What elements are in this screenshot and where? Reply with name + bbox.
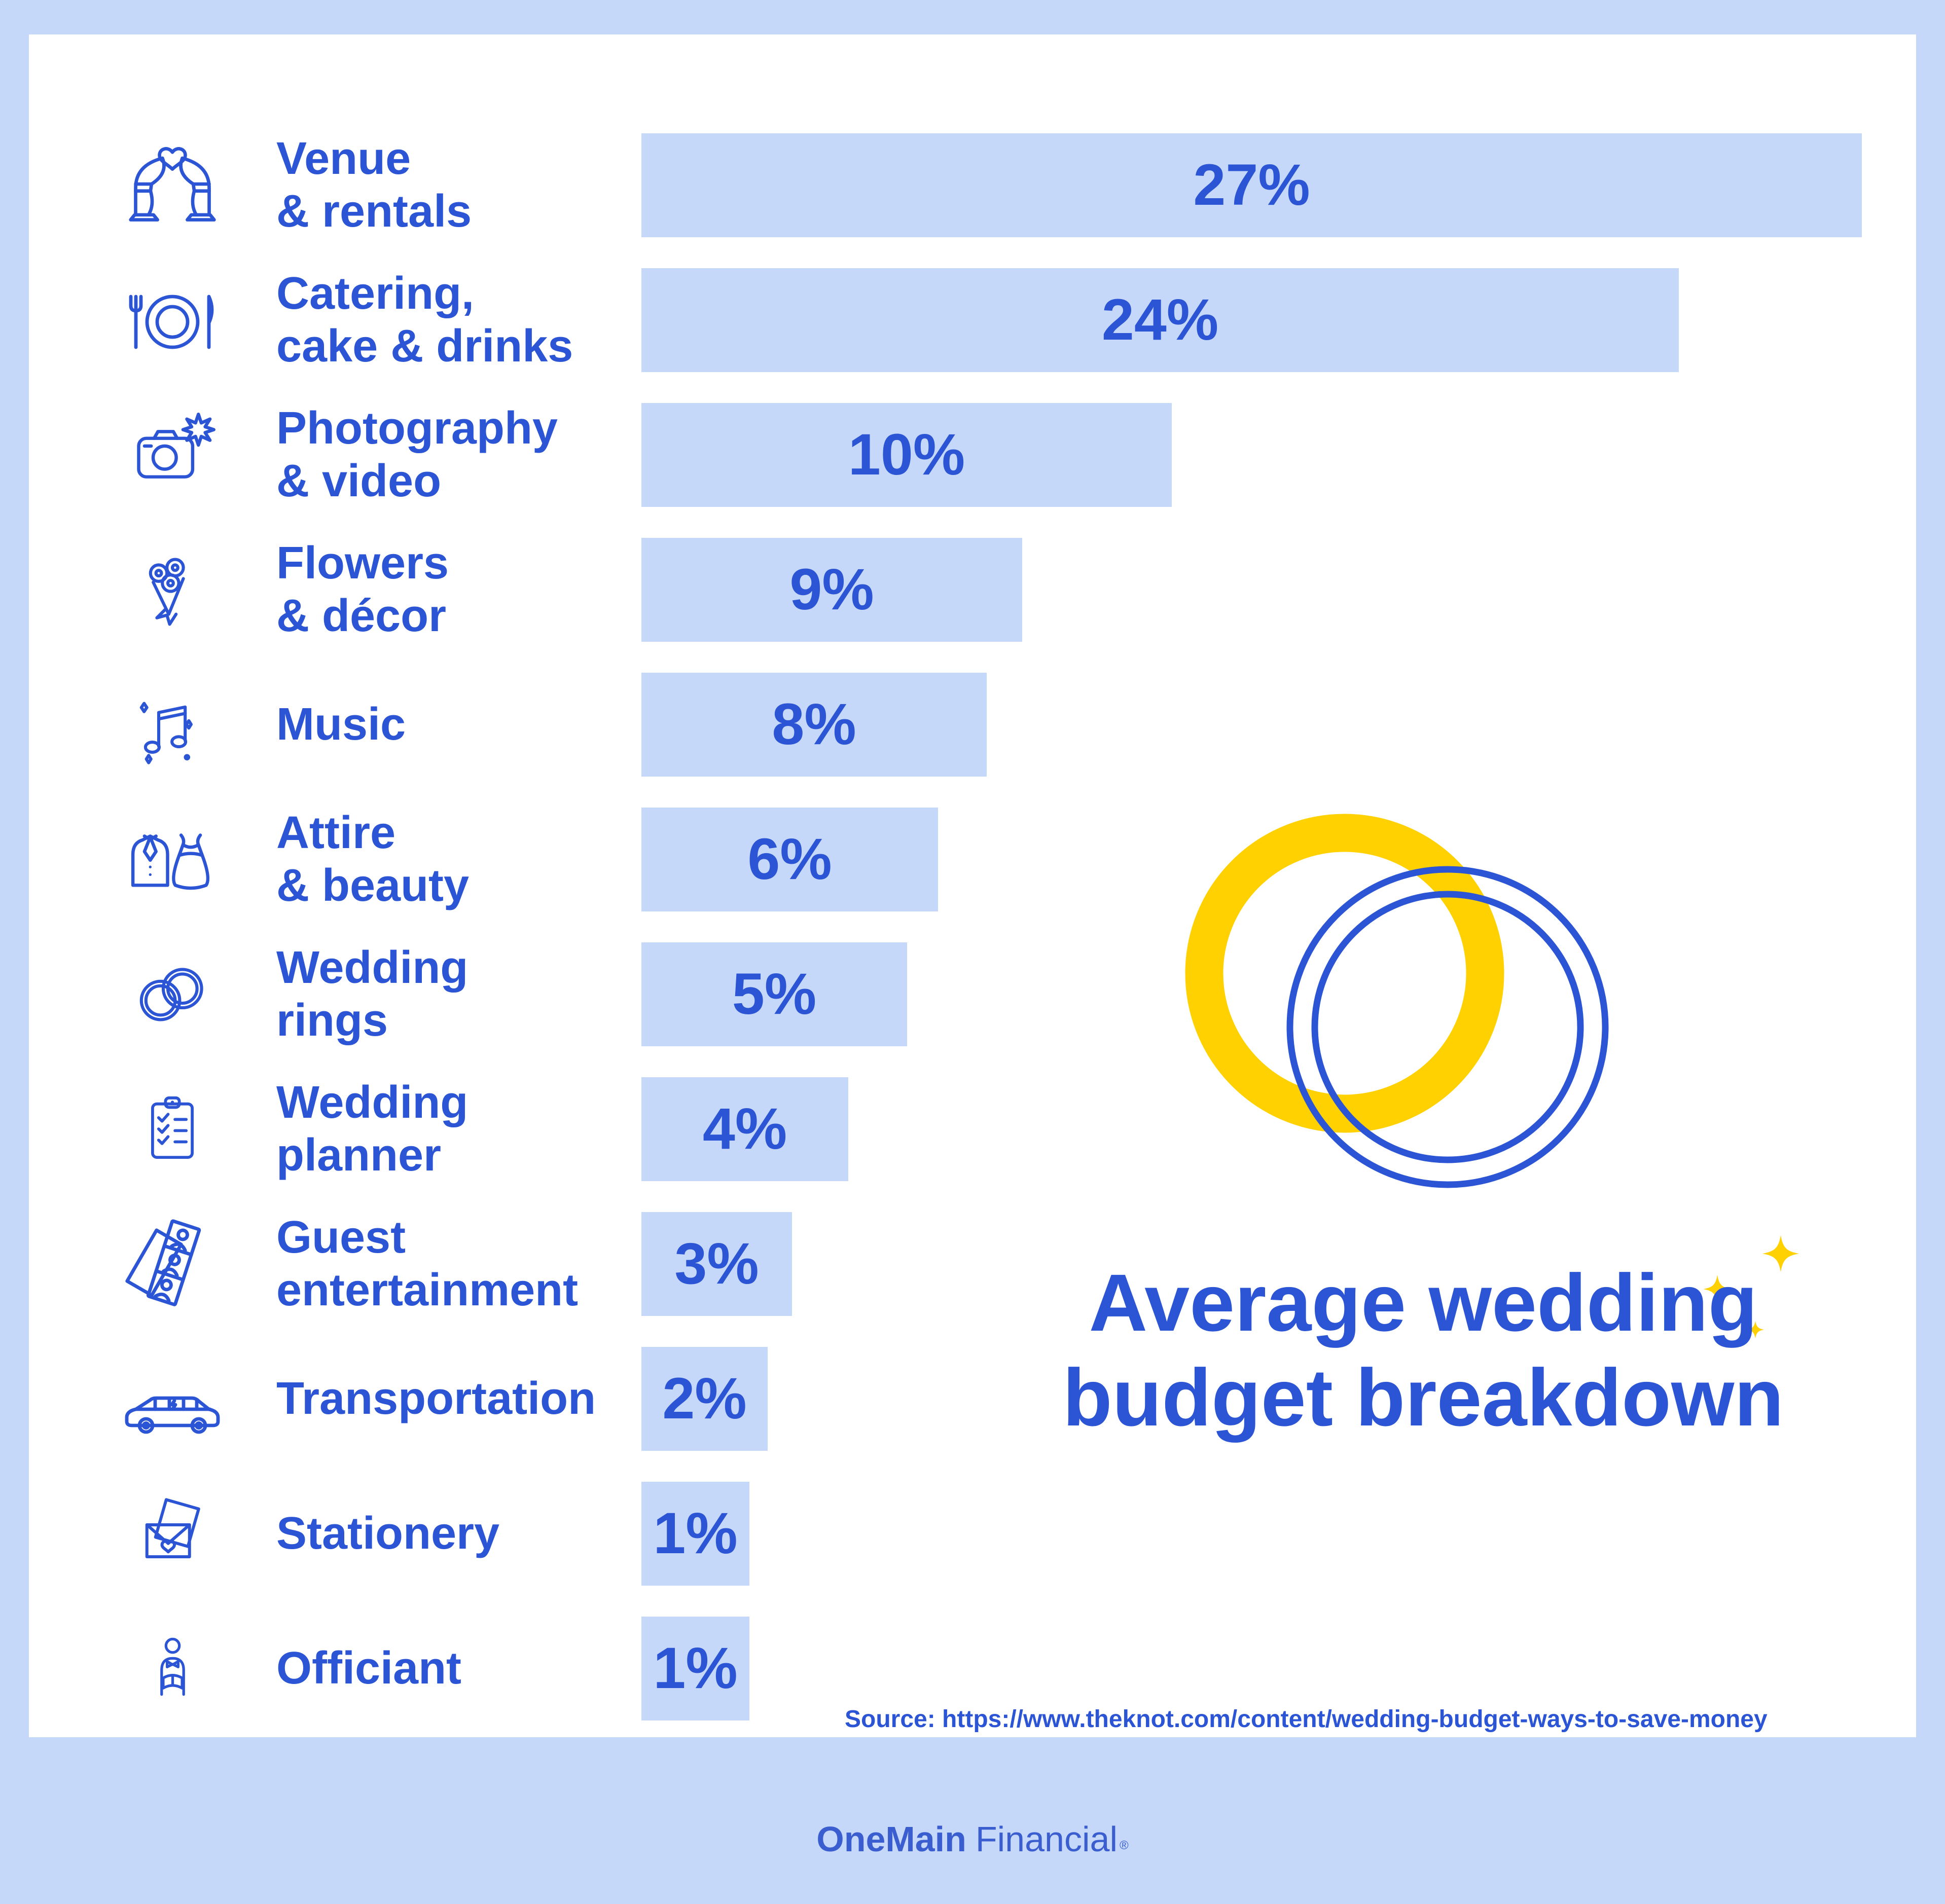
category-label: Stationery <box>276 1507 639 1560</box>
title-line2: budget breakdown <box>1062 1352 1784 1443</box>
label-line1: Transportation <box>276 1373 596 1424</box>
category-label: Music <box>276 698 639 751</box>
category-label: Wedding planner <box>276 1076 639 1182</box>
sparkles-icon <box>1703 1235 1799 1339</box>
wedding-rings-illustration <box>1185 814 1609 1188</box>
label-line1: Music <box>276 699 406 750</box>
rings-icon <box>139 968 203 1021</box>
bar-value: 4% <box>702 1096 787 1161</box>
bar-value: 24% <box>1101 287 1219 352</box>
label-line1: Wedding <box>276 942 469 993</box>
bar: 5% <box>641 942 907 1046</box>
label-line1: Officiant <box>276 1642 462 1694</box>
category-label: Guest entertainment <box>276 1211 639 1317</box>
attire-icon <box>131 833 210 890</box>
row-transportation: Transportation 2% <box>29 1331 1916 1466</box>
bar: 10% <box>641 402 1172 507</box>
bar-value: 3% <box>674 1231 759 1296</box>
page-title: Average wedding budget breakdown <box>916 1255 1930 1445</box>
bar: 24% <box>641 268 1679 372</box>
music-note-icon <box>139 702 193 764</box>
bar-value: 8% <box>772 692 856 757</box>
officiant-icon <box>160 1637 185 1696</box>
bar-value: 10% <box>848 422 965 487</box>
love-letter-icon <box>145 1497 200 1558</box>
bar: 2% <box>641 1346 768 1451</box>
category-label: Transportation <box>276 1372 639 1425</box>
source-attribution: Source: https://www.theknot.com/content/… <box>845 1706 1768 1733</box>
label-line1: Photography <box>276 402 558 454</box>
label-line2: entertainment <box>276 1265 579 1315</box>
bar: 1% <box>641 1616 749 1720</box>
category-label: Attire & beauty <box>276 807 639 912</box>
clipboard-icon <box>151 1096 194 1159</box>
bar-value: 9% <box>789 557 874 622</box>
label-line1: Guest <box>276 1212 406 1263</box>
budget-bar-chart: Venue & rentals 27% Catering, <box>29 118 1916 1736</box>
label-line1: Attire <box>276 807 396 858</box>
bar: 4% <box>641 1077 848 1181</box>
registered-mark: ® <box>1120 1839 1129 1852</box>
label-line2: rings <box>276 995 388 1046</box>
brand-name-light: Financial <box>975 1819 1118 1859</box>
bar: 8% <box>641 672 987 777</box>
bar-value: 6% <box>747 827 832 892</box>
onemain-financial-logo: OneMain Financial ® <box>0 1819 1945 1859</box>
photo-strip-icon <box>125 1219 201 1306</box>
brand-name-bold: OneMain <box>816 1819 966 1859</box>
bar-value: 2% <box>662 1366 747 1431</box>
bar-value: 1% <box>653 1501 738 1566</box>
row-wedding-rings: Wedding rings 5% <box>29 927 1916 1061</box>
bar: 3% <box>641 1212 792 1316</box>
label-line2: & rentals <box>276 186 472 237</box>
bar: 27% <box>641 133 1862 237</box>
row-photography: Photography & video 10% <box>29 387 1916 522</box>
label-line2: planner <box>276 1130 442 1181</box>
row-catering: Catering, cake & drinks 24% <box>29 252 1916 387</box>
label-line1: Catering, <box>276 268 475 319</box>
row-flowers: Flowers & décor 9% <box>29 522 1916 657</box>
category-label: Officiant <box>276 1642 639 1695</box>
bar-value: 5% <box>732 962 817 1027</box>
label-line1: Flowers <box>276 537 449 589</box>
category-label: Photography & video <box>276 402 639 508</box>
row-guest-entertainment: Guest entertainment 3% <box>29 1196 1916 1331</box>
label-line1: Stationery <box>276 1508 500 1559</box>
category-label: Venue & rentals <box>276 132 639 238</box>
label-line1: Wedding <box>276 1077 469 1128</box>
bouquet-icon <box>149 558 185 626</box>
category-label: Flowers & décor <box>276 537 639 643</box>
row-wedding-planner: Wedding planner 4% <box>29 1061 1916 1196</box>
limo-icon <box>125 1396 220 1434</box>
row-venue-rentals: Venue & rentals 27% <box>29 118 1916 252</box>
label-line2: & décor <box>276 591 447 641</box>
bar: 1% <box>641 1481 749 1586</box>
row-stationery: Stationery 1% <box>29 1466 1916 1601</box>
bar-value: 1% <box>653 1636 738 1701</box>
row-attire: Attire & beauty 6% <box>29 792 1916 927</box>
bar: 6% <box>641 807 938 911</box>
bar: 9% <box>641 537 1022 642</box>
bar-value: 27% <box>1193 153 1310 217</box>
label-line2: & beauty <box>276 860 470 911</box>
category-label: Catering, cake & drinks <box>276 267 639 373</box>
label-line2: cake & drinks <box>276 321 573 372</box>
label-line2: & video <box>276 456 442 506</box>
camera-icon <box>137 412 215 479</box>
row-music: Music 8% <box>29 657 1916 792</box>
label-line1: Venue <box>276 133 411 184</box>
row-officiant: Officiant 1% <box>29 1601 1916 1736</box>
wedding-arch-icon <box>129 147 216 222</box>
infographic-card: Venue & rentals 27% Catering, <box>29 34 1916 1737</box>
title-line1: Average wedding <box>1089 1257 1758 1348</box>
category-label: Wedding rings <box>276 941 639 1047</box>
place-setting-icon <box>129 295 214 349</box>
